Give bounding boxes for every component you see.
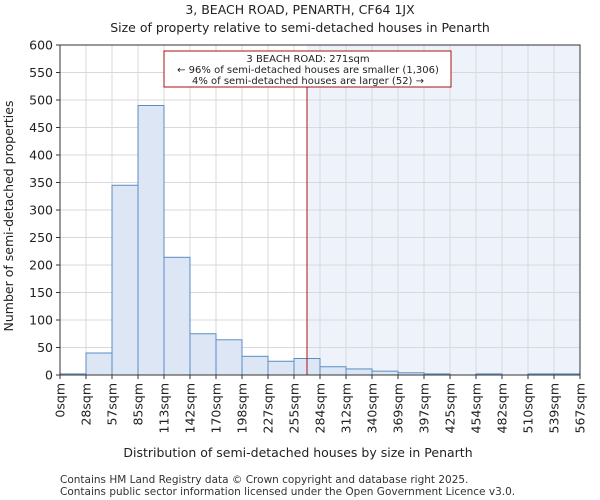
- y-tick-label: 600: [29, 38, 53, 53]
- y-tick-label: 0: [45, 368, 53, 383]
- x-tick-label: 340sqm: [365, 383, 380, 433]
- chart-title: 3, BEACH ROAD, PENARTH, CF64 1JX: [185, 2, 415, 17]
- x-tick-label: 57sqm: [105, 383, 120, 426]
- x-tick-label: 510sqm: [521, 383, 536, 433]
- x-tick-label: 198sqm: [235, 383, 250, 433]
- bar-142sqm: [189, 333, 217, 376]
- x-tick-label: 0sqm: [53, 383, 68, 418]
- y-tick-label: 300: [29, 203, 53, 218]
- x-tick-label: 255sqm: [287, 383, 302, 433]
- x-tick-label: 539sqm: [547, 383, 562, 433]
- x-tick-label: 454sqm: [469, 383, 484, 433]
- annotation-border: [163, 50, 452, 88]
- y-tick-label: 50: [37, 340, 53, 355]
- y-tick-label: 350: [29, 175, 53, 190]
- x-tick-label: 567sqm: [573, 383, 588, 433]
- y-tick-label: 500: [29, 93, 53, 108]
- y-tick-label: 250: [29, 230, 53, 245]
- bar-28sqm: [85, 352, 113, 376]
- x-axis-title: Distribution of semi-detached houses by …: [123, 445, 472, 460]
- annotation-line-2: ← 96% of semi-detached houses are smalle…: [177, 65, 439, 76]
- y-tick-label: 400: [29, 148, 53, 163]
- y-tick-label: 200: [29, 258, 53, 273]
- bar-340sqm: [371, 370, 399, 376]
- bar-113sqm: [163, 256, 191, 376]
- x-tick-label: 397sqm: [417, 383, 432, 433]
- y-tick-label: 550: [29, 65, 53, 80]
- bars-group: [59, 105, 581, 376]
- x-tick-label: 113sqm: [157, 383, 172, 433]
- footer-line-1: Contains HM Land Registry data © Crown c…: [60, 474, 468, 486]
- x-tick-label: 284sqm: [313, 383, 328, 433]
- x-tick-label: 170sqm: [209, 383, 224, 433]
- x-tick-label: 425sqm: [443, 383, 458, 433]
- bar-198sqm: [241, 355, 269, 376]
- y-tick-label: 150: [29, 285, 53, 300]
- footer-line-2: Contains public sector information licen…: [60, 486, 515, 498]
- x-tick-label: 85sqm: [131, 383, 146, 426]
- bar-170sqm: [215, 339, 243, 376]
- x-tick-label: 227sqm: [261, 383, 276, 433]
- annotation-line-3: 4% of semi-detached houses are larger (5…: [192, 76, 424, 87]
- y-axis-title: Number of semi-detached properties: [1, 101, 16, 332]
- axes: [56, 44, 581, 379]
- y-tick-label: 450: [29, 120, 53, 135]
- annotation-line-1: 3 BEACH ROAD: 271sqm: [246, 54, 369, 65]
- x-tick-labels: 0sqm 28sqm 57sqm 85sqm 113sqm 142sqm 170sqm 198…: [53, 383, 588, 433]
- bar-284sqm: [319, 366, 347, 376]
- x-tick-label: 482sqm: [495, 383, 510, 433]
- bar-312sqm: [345, 368, 373, 376]
- annotation-box: 3 BEACH ROAD: 271sqm ← 96% of semi-detac…: [163, 50, 452, 88]
- chart-subtitle: Size of property relative to semi-detach…: [110, 20, 490, 35]
- x-tick-label: 28sqm: [79, 383, 94, 426]
- bar-57sqm: [111, 184, 139, 376]
- bar-85sqm: [137, 105, 165, 376]
- y-tick-label: 100: [29, 313, 53, 328]
- x-tick-label: 312sqm: [339, 383, 354, 433]
- y-tick-labels: 0 50 100 150 200 250 300 350 400 450 500 550 600: [29, 38, 53, 383]
- x-tick-label: 369sqm: [391, 383, 406, 433]
- bar-227sqm: [267, 360, 295, 376]
- x-tick-label: 142sqm: [183, 383, 198, 433]
